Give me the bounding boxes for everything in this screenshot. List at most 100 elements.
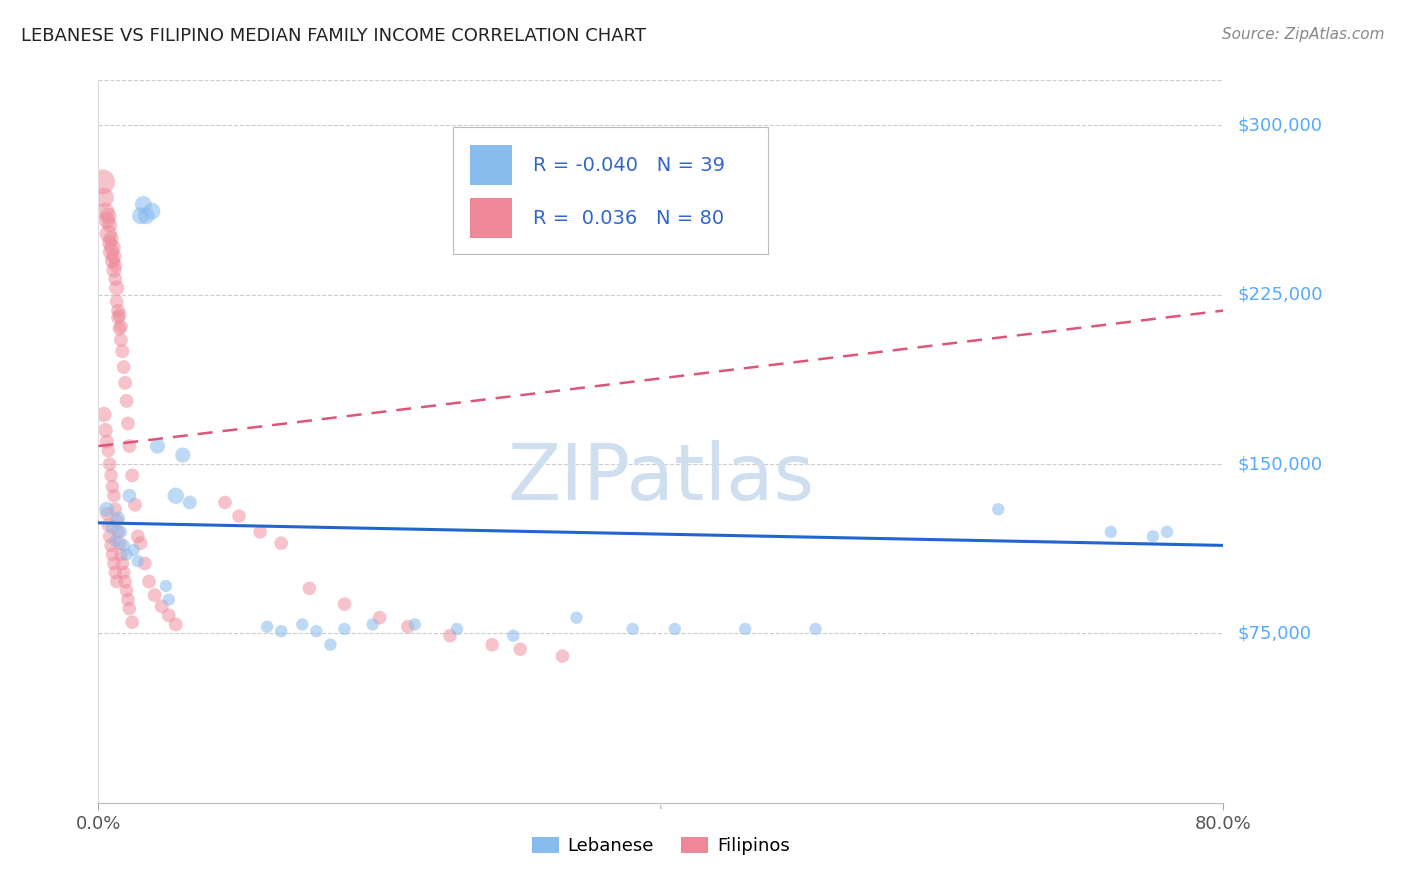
Point	[155, 579, 177, 593]
FancyBboxPatch shape	[470, 198, 512, 238]
Point	[270, 536, 292, 550]
Point	[228, 509, 250, 524]
Point	[141, 204, 163, 219]
Point	[157, 592, 180, 607]
Point	[103, 263, 125, 277]
Point	[103, 489, 125, 503]
Point	[117, 592, 139, 607]
Point	[103, 557, 125, 571]
Point	[107, 303, 129, 318]
Point	[446, 622, 468, 636]
Point	[157, 608, 180, 623]
Point	[100, 231, 122, 245]
Point	[96, 507, 118, 521]
Point	[101, 548, 124, 562]
Point	[150, 599, 173, 614]
Point	[270, 624, 292, 639]
Point	[115, 393, 138, 408]
Point	[94, 204, 117, 219]
Point	[129, 209, 152, 223]
Text: LEBANESE VS FILIPINO MEDIAN FAMILY INCOME CORRELATION CHART: LEBANESE VS FILIPINO MEDIAN FAMILY INCOM…	[21, 27, 647, 45]
Text: R =  0.036   N = 80: R = 0.036 N = 80	[533, 209, 724, 227]
Point	[101, 480, 124, 494]
Point	[333, 597, 356, 611]
Point	[121, 615, 143, 630]
Point	[118, 439, 141, 453]
Text: R = -0.040   N = 39: R = -0.040 N = 39	[533, 156, 724, 175]
Point	[93, 408, 115, 422]
Point	[98, 457, 121, 471]
Point	[117, 417, 139, 431]
Point	[804, 622, 827, 636]
Text: $225,000: $225,000	[1237, 285, 1323, 304]
Point	[146, 439, 169, 453]
Point	[108, 536, 131, 550]
Point	[291, 617, 314, 632]
Point	[127, 529, 149, 543]
Point	[664, 622, 686, 636]
Point	[134, 557, 156, 571]
Point	[110, 333, 132, 347]
Point	[124, 498, 146, 512]
Point	[298, 582, 321, 596]
Point	[1156, 524, 1178, 539]
Point	[104, 566, 127, 580]
Point	[118, 601, 141, 615]
Point	[165, 617, 187, 632]
Point	[105, 294, 128, 309]
Point	[100, 468, 122, 483]
Point	[101, 520, 124, 534]
Point	[129, 536, 152, 550]
Point	[110, 548, 132, 562]
Point	[319, 638, 342, 652]
Point	[110, 524, 132, 539]
Point	[127, 554, 149, 568]
Point	[165, 489, 187, 503]
Point	[565, 610, 588, 624]
Point	[107, 310, 129, 325]
Point	[118, 489, 141, 503]
Point	[551, 648, 574, 663]
Point	[91, 175, 114, 189]
Point	[179, 495, 201, 509]
Point	[114, 574, 136, 589]
Point	[143, 588, 166, 602]
Point	[93, 191, 115, 205]
Point	[305, 624, 328, 639]
Point	[987, 502, 1010, 516]
Text: $75,000: $75,000	[1237, 624, 1312, 642]
Point	[1142, 529, 1164, 543]
Point	[114, 376, 136, 390]
Point	[368, 610, 391, 624]
Point	[112, 566, 135, 580]
Point	[98, 218, 121, 232]
Text: ZIPatlas: ZIPatlas	[508, 440, 814, 516]
Point	[96, 434, 118, 449]
Point	[107, 524, 129, 539]
FancyBboxPatch shape	[470, 145, 512, 185]
Point	[97, 518, 120, 533]
Point	[734, 622, 756, 636]
Point	[105, 281, 128, 295]
Point	[108, 308, 131, 322]
Text: $150,000: $150,000	[1237, 455, 1322, 473]
Point	[100, 538, 122, 552]
Point	[101, 240, 124, 254]
Point	[481, 638, 503, 652]
Point	[105, 514, 128, 528]
Point	[135, 209, 157, 223]
Point	[104, 533, 127, 548]
Point	[104, 259, 127, 273]
Point	[104, 502, 127, 516]
FancyBboxPatch shape	[453, 128, 768, 253]
Point	[115, 583, 138, 598]
Point	[502, 629, 524, 643]
Point	[621, 622, 644, 636]
Point	[110, 319, 132, 334]
Legend: Lebanese, Filipinos: Lebanese, Filipinos	[524, 830, 797, 863]
Point	[112, 359, 135, 374]
Point	[96, 502, 118, 516]
Point	[96, 213, 118, 227]
Point	[396, 620, 419, 634]
Point	[1099, 524, 1122, 539]
